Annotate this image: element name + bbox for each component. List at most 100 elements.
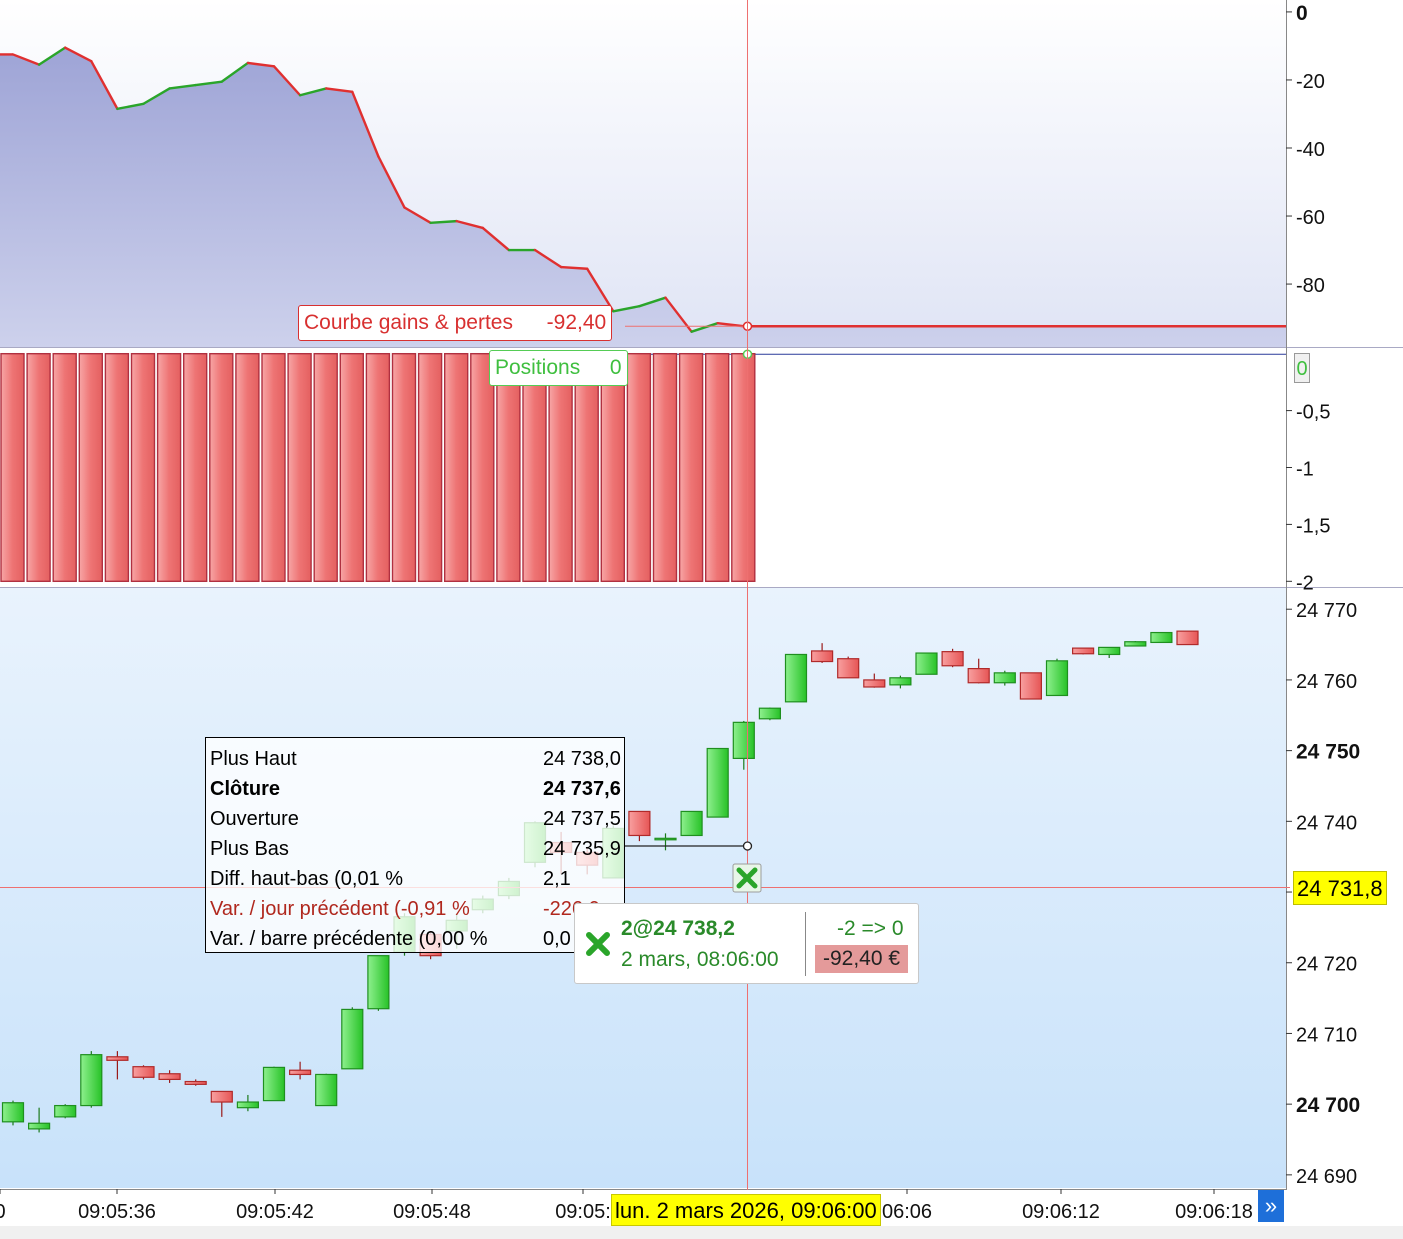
candle <box>315 1073 338 1107</box>
candle-body <box>680 810 703 837</box>
candle <box>915 652 938 675</box>
pnl-segment <box>533 248 563 269</box>
candle-body <box>341 1008 364 1070</box>
price-axis-tick: 24 750 <box>1296 741 1360 764</box>
positions-axis-tick: -1,5 <box>1296 515 1330 537</box>
pnl-axis-tick: 0 <box>1296 2 1308 25</box>
position-bar <box>235 352 260 583</box>
pnl-segment <box>37 46 67 66</box>
candle-body <box>1071 647 1095 655</box>
candle-body <box>863 679 886 688</box>
candle <box>784 653 808 703</box>
candle-body <box>1124 641 1147 647</box>
pnl-segment <box>90 60 119 111</box>
crosshair-date-label: lun. 2 mars 2026, 09:06:00 <box>611 1194 881 1226</box>
candle-body <box>1019 672 1043 700</box>
tooltip-value: 24 735,9 <box>543 838 621 860</box>
pnl-segment <box>220 61 250 83</box>
candle-body <box>158 1073 181 1081</box>
pnl-segment <box>716 321 745 328</box>
pnl-segment <box>377 155 406 209</box>
candle-body <box>1098 646 1121 656</box>
position-bar <box>26 352 51 583</box>
candle <box>732 720 755 770</box>
position-bar <box>548 352 573 583</box>
pnl-segment <box>142 87 171 105</box>
time-axis-tick: 09:06:18 <box>1175 1201 1253 1223</box>
candle-body <box>54 1104 77 1118</box>
candle <box>706 747 729 818</box>
candle <box>80 1051 103 1108</box>
candle <box>1019 672 1043 700</box>
pnl-segment <box>168 83 197 90</box>
time-axis-tick: 09:05:48 <box>393 1201 471 1223</box>
candle-body <box>262 1066 286 1102</box>
tooltip-row: Var. / jour précédent (-0,91 % -226,0 <box>210 894 624 924</box>
price-axis-tick: 24 760 <box>1296 671 1357 693</box>
pnl-segment <box>586 267 615 313</box>
candle-body <box>367 955 390 1010</box>
time-axis-tick: 09:05:36 <box>78 1201 156 1223</box>
position-bar <box>365 352 391 583</box>
time-axis-tick: 06:06 <box>882 1201 932 1223</box>
candle <box>1124 641 1147 647</box>
candle <box>341 1007 364 1070</box>
crosshair-price-label: 24 731,8 <box>1293 871 1387 905</box>
position-bar <box>574 352 599 583</box>
candle <box>1176 630 1199 646</box>
trade-popup[interactable]: 2@24 738,2 2 mars, 08:06:00 -2 => 0 -92,… <box>574 903 919 984</box>
status-bar <box>0 1226 1403 1239</box>
candle-body <box>837 658 860 679</box>
position-bar <box>731 352 756 583</box>
price-axis-tick: 24 690 <box>1296 1166 1357 1188</box>
candle-body <box>784 653 808 703</box>
pnl-curve-value: -92,40 <box>546 311 607 334</box>
trade-exit-point[interactable] <box>742 841 753 851</box>
candle-body <box>628 810 651 837</box>
close-trade-icon <box>586 932 610 956</box>
positions-axis-value: 0 <box>1294 353 1310 383</box>
price-axis-bg <box>1286 0 1403 1189</box>
tooltip-label: Plus Bas <box>210 838 289 860</box>
pnl-curve <box>0 46 1286 347</box>
candle <box>1 1100 25 1126</box>
positions-value: 0 <box>609 356 622 379</box>
candle <box>810 643 834 663</box>
ohlc-tooltip: Plus Haut 24 738,0 Clôture 24 737,6 Ouvertur… <box>205 737 625 953</box>
trade-position-change: -2 => 0 <box>837 917 904 940</box>
candle <box>993 670 1016 686</box>
candle-body <box>810 650 834 663</box>
position-bar <box>417 352 443 583</box>
position-bar <box>156 352 182 583</box>
candle-body <box>993 672 1016 684</box>
candle <box>628 810 651 842</box>
pnl-segment <box>690 321 719 333</box>
tooltip-label: Ouverture <box>210 808 299 830</box>
pnl-segment <box>403 206 432 225</box>
price-axis-tick: 24 720 <box>1296 954 1357 976</box>
tooltip-row: Ouverture 24 737,5 <box>210 804 624 834</box>
position-bar <box>652 352 678 583</box>
candle-body <box>1 1102 25 1123</box>
position-bar <box>182 352 208 583</box>
position-bar <box>496 352 521 583</box>
tooltip-label: Clôture <box>210 778 280 800</box>
candle-body <box>289 1069 312 1076</box>
position-bar <box>209 352 234 583</box>
candle-body <box>132 1066 155 1078</box>
positions-name: Positions <box>495 356 581 379</box>
trade-close-marker[interactable] <box>732 863 762 893</box>
candle-body <box>28 1122 51 1130</box>
double-chevron-right-icon[interactable]: » <box>1258 1190 1284 1222</box>
candle <box>28 1107 51 1133</box>
candle <box>758 707 782 721</box>
pnl-segment <box>612 304 641 313</box>
candle-body <box>732 721 755 760</box>
candle <box>289 1061 312 1080</box>
position-bar <box>600 352 625 583</box>
trade-qty-price: 2@24 738,2 <box>621 917 735 940</box>
pnl-segment <box>298 87 328 97</box>
tooltip-value: 2,1 <box>543 868 571 890</box>
